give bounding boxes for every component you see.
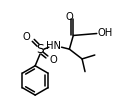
Text: O: O — [49, 55, 57, 65]
Text: OH: OH — [97, 28, 112, 38]
Text: S: S — [36, 43, 43, 56]
Text: HN: HN — [46, 41, 61, 51]
Text: O: O — [65, 12, 73, 22]
Text: O: O — [22, 32, 30, 42]
